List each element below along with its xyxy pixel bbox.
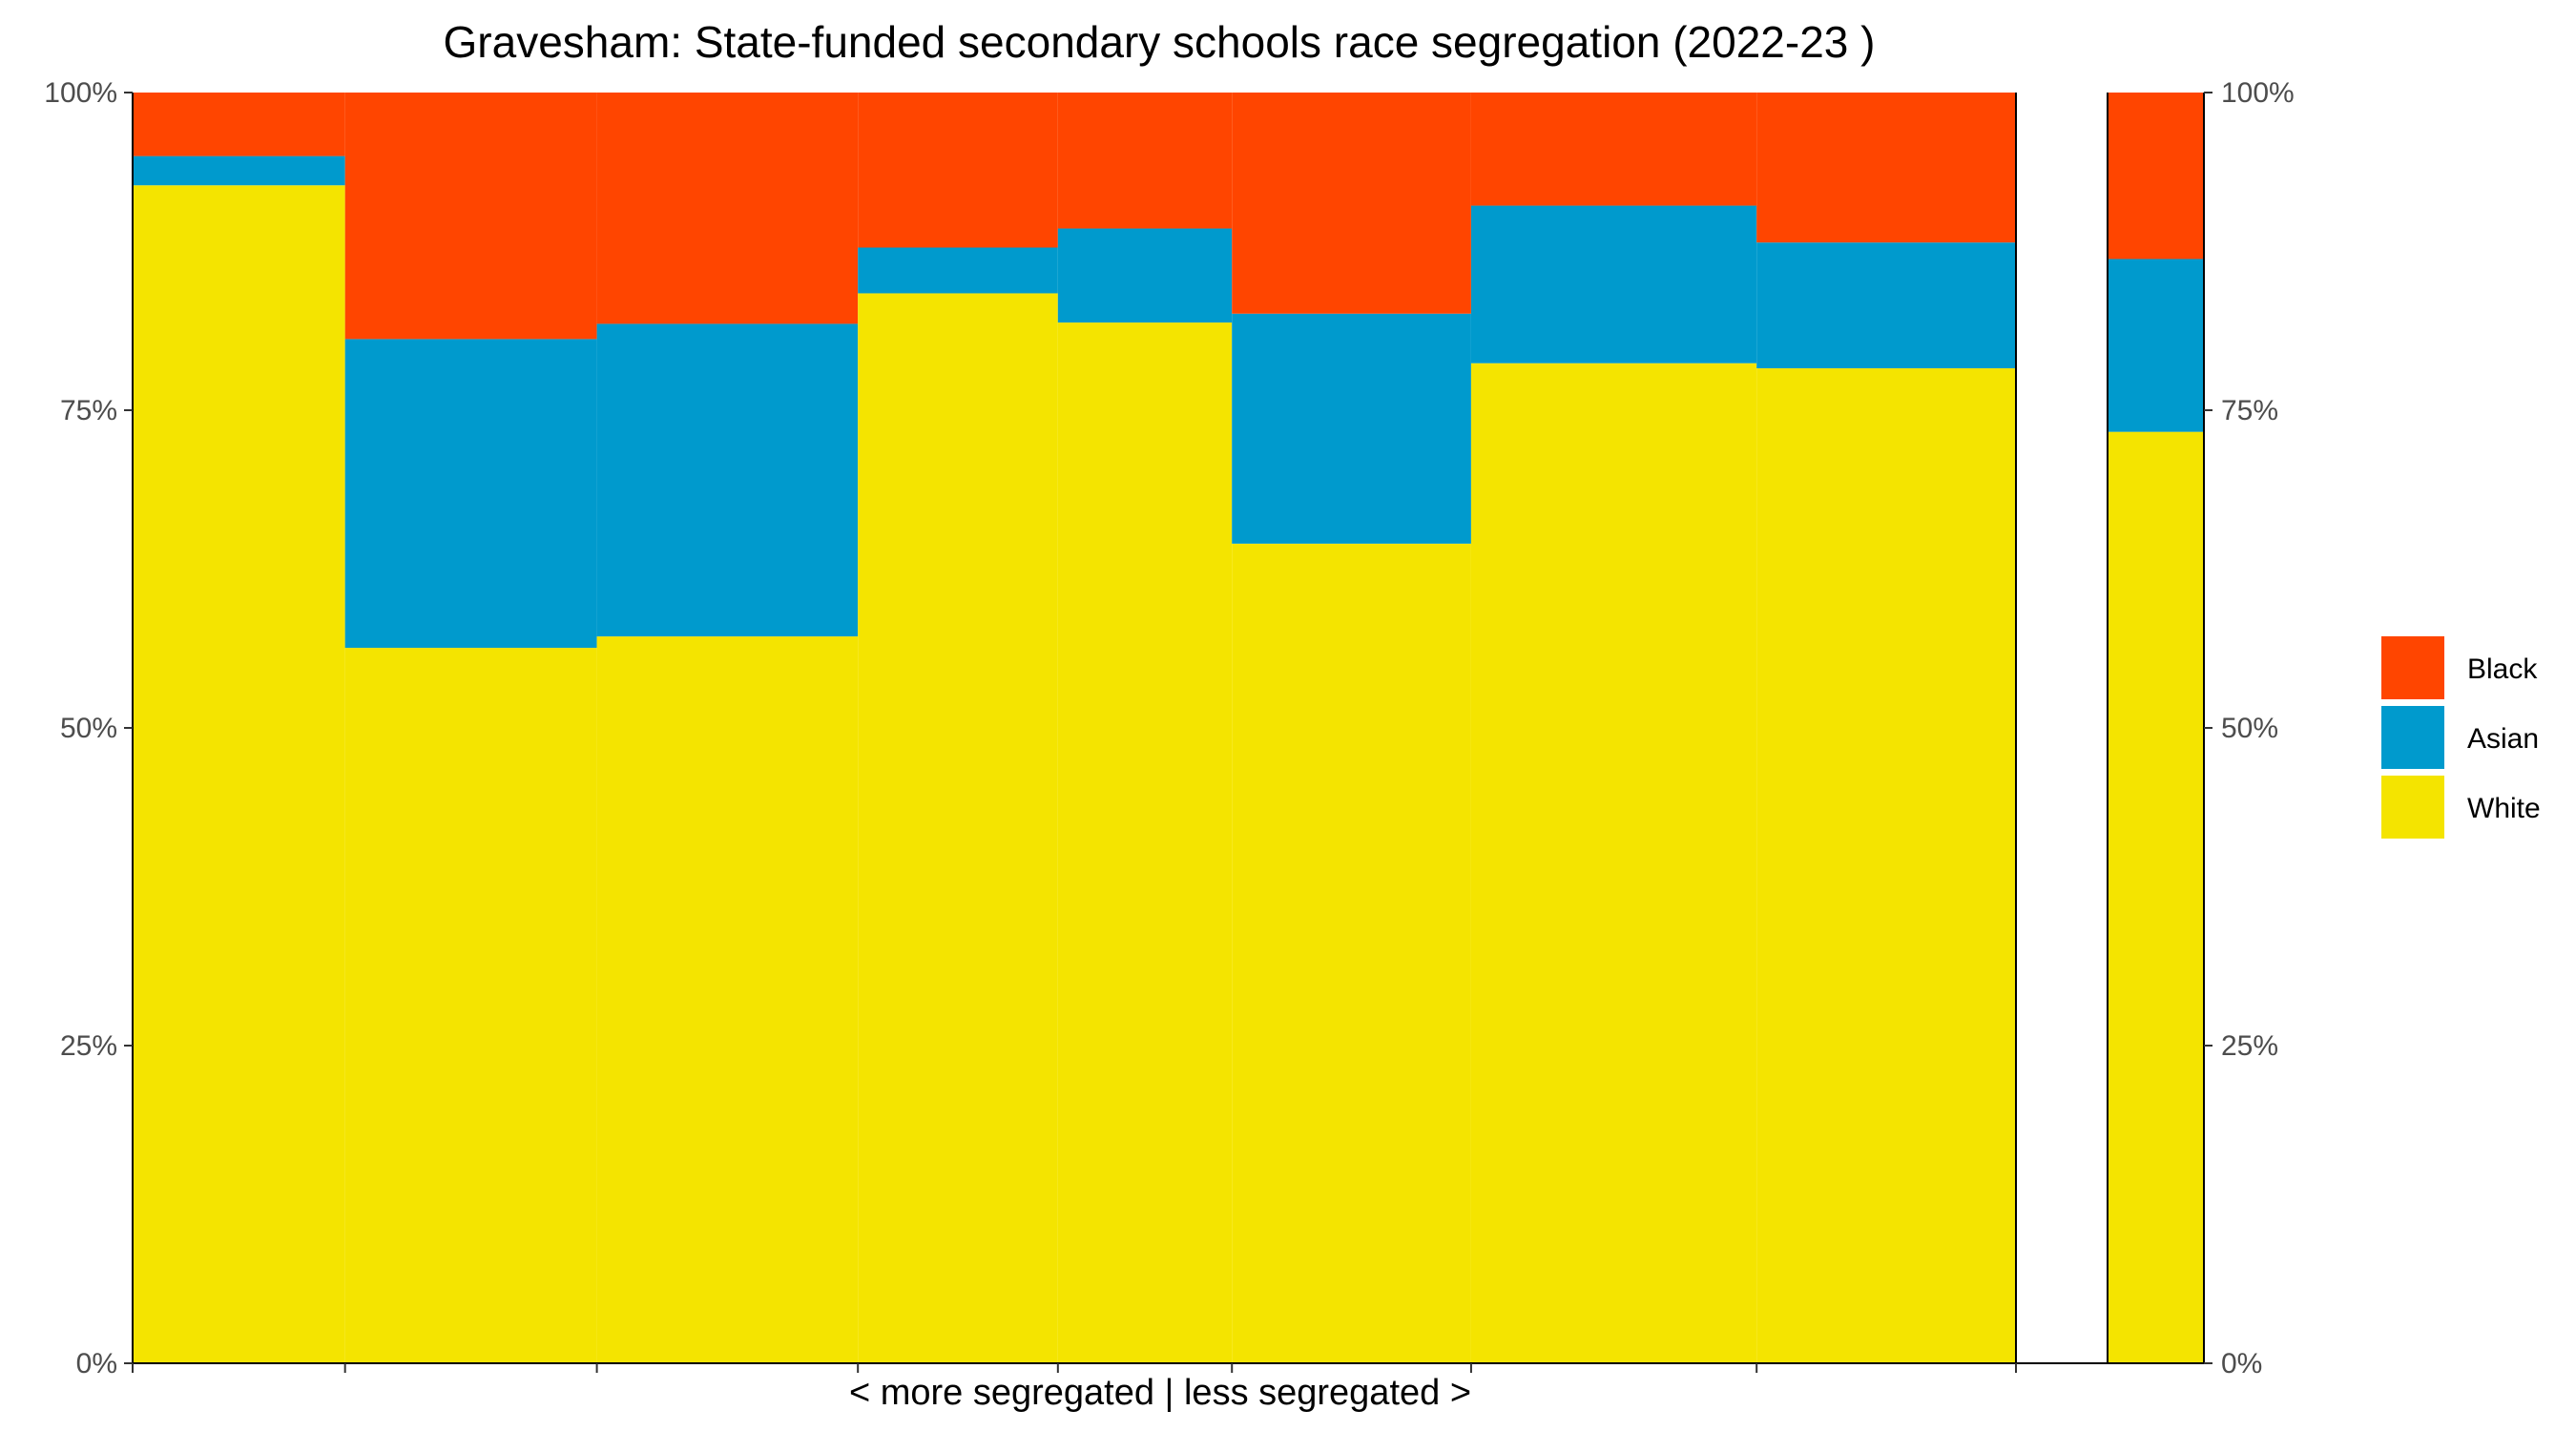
y-tick-label-right: 25% (2221, 1030, 2278, 1062)
bar-segment-asian-school-6 (1232, 313, 1471, 544)
bar-segment-white-school-1 (133, 185, 345, 1364)
legend-key-black (2381, 636, 2444, 699)
legend-label-asian: Asian (2467, 723, 2539, 755)
bar-segment-white-total (2108, 431, 2204, 1363)
legend-label-white: White (2467, 793, 2541, 824)
bar-segment-black-school-6 (1232, 93, 1471, 314)
bar-segment-black-school-8 (1756, 93, 2016, 243)
bar-segment-black-school-7 (1470, 93, 1757, 206)
bar-segment-white-school-4 (858, 293, 1058, 1363)
bar-segment-white-school-8 (1756, 368, 2016, 1364)
y-tick-label-left: 75% (60, 395, 117, 426)
bar-segment-asian-school-8 (1756, 242, 2016, 369)
bar-segment-asian-school-1 (133, 156, 345, 186)
legend-key-asian (2381, 706, 2444, 769)
bar-segment-black-school-3 (596, 93, 859, 324)
y-tick-label-right: 50% (2221, 713, 2278, 744)
bar-segment-black-school-1 (133, 93, 345, 156)
chart-title: Gravesham: State-funded secondary school… (444, 17, 1876, 67)
bar-segment-black-school-5 (1057, 93, 1233, 229)
bar-segment-white-school-5 (1057, 322, 1233, 1363)
y-tick-label-right: 100% (2221, 77, 2295, 109)
bar-segment-white-school-6 (1232, 543, 1471, 1363)
legend-label-black: Black (2467, 653, 2538, 685)
y-tick-label-left: 100% (44, 77, 117, 109)
y-tick-label-right: 75% (2221, 395, 2278, 426)
bar-segment-black-school-2 (344, 93, 597, 340)
bar-segment-asian-total (2108, 259, 2204, 432)
bar-segment-asian-school-4 (858, 247, 1058, 294)
bar-segment-white-school-7 (1470, 363, 1757, 1363)
bar-segment-asian-school-3 (596, 323, 859, 637)
y-tick-label-right: 0% (2221, 1348, 2262, 1379)
bar-segment-asian-school-5 (1057, 228, 1233, 323)
bar-segment-black-school-4 (858, 93, 1058, 248)
y-tick-label-left: 50% (60, 713, 117, 744)
bar-segment-asian-school-7 (1470, 205, 1757, 363)
axes-group: 0% 0% 25% 25% 50% 50% 75% 75% 100% 100% (44, 77, 2294, 1379)
bars-group (133, 93, 2204, 1364)
y-tick-label-left: 0% (76, 1348, 117, 1379)
bar-segment-white-school-2 (344, 648, 597, 1363)
bar-segment-asian-school-2 (344, 339, 597, 649)
y-tick-label-left: 25% (60, 1030, 117, 1062)
legend-key-white (2381, 776, 2444, 839)
bar-segment-white-school-3 (596, 636, 859, 1363)
legend: Black Asian White (2381, 636, 2541, 839)
bar-segment-black-total (2108, 93, 2204, 259)
x-axis-label: < more segregated | less segregated > (849, 1373, 1471, 1413)
